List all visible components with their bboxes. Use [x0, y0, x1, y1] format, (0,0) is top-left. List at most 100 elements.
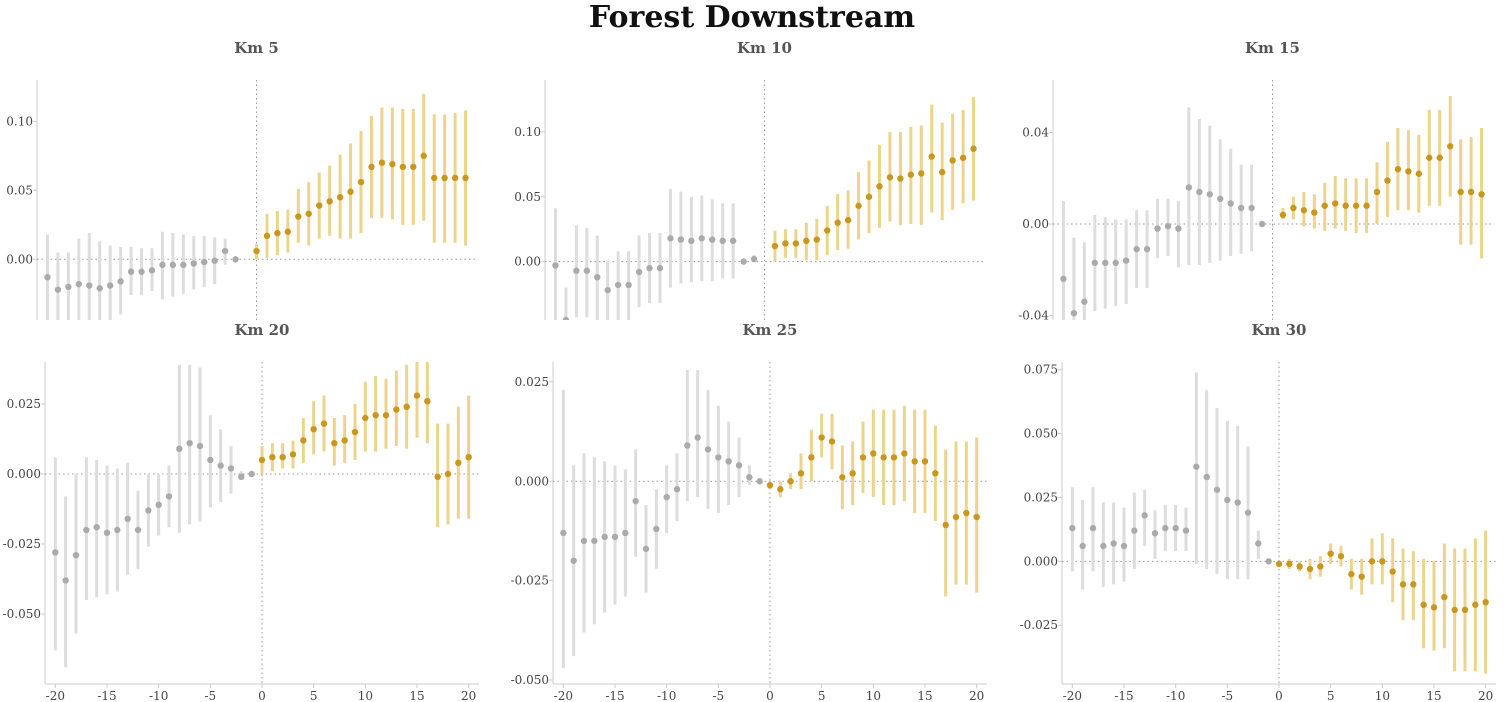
- point-estimate: [1162, 524, 1169, 532]
- x-tick-label: 20: [969, 689, 984, 702]
- point-estimate: [938, 168, 946, 176]
- point-estimate: [305, 210, 312, 217]
- point-estimate: [65, 283, 72, 291]
- point-estimate: [357, 178, 365, 186]
- point-estimate: [54, 286, 62, 293]
- point-estimate: [1275, 560, 1283, 568]
- point-estimate: [1410, 581, 1417, 588]
- point-estimate: [75, 280, 83, 288]
- point-estimate: [1081, 298, 1088, 305]
- data-layer: [52, 362, 472, 668]
- point-estimate: [138, 268, 145, 275]
- x-tick-label: -10: [657, 689, 676, 702]
- point-estimate: [238, 473, 245, 480]
- point-estimate: [750, 255, 758, 263]
- point-estimate: [1089, 524, 1097, 532]
- point-estimate: [96, 285, 103, 292]
- y-tick-label: 0.10: [6, 114, 33, 128]
- point-estimate: [362, 414, 369, 422]
- point-estimate: [1120, 542, 1128, 550]
- x-tick-label: 5: [1327, 689, 1335, 702]
- point-estimate: [1415, 170, 1423, 177]
- point-estimate: [1306, 565, 1314, 573]
- point-estimate: [1394, 165, 1402, 173]
- point-estimate: [1399, 581, 1407, 588]
- point-estimate: [1154, 225, 1161, 232]
- x-tick-label: 10: [866, 689, 881, 702]
- panel-km-5: Km 25 -0.050 -0.025 0.000 0.025 -20 -15 -10 -5 0 5…: [511, 321, 987, 702]
- point-estimate: [1217, 195, 1224, 203]
- x-tick-label: -5: [1221, 689, 1233, 702]
- y-tick-label: 0.05: [514, 190, 541, 204]
- point-estimate: [562, 316, 570, 320]
- point-estimate: [1070, 309, 1078, 317]
- point-estimate: [1112, 259, 1119, 267]
- point-estimate: [258, 456, 266, 464]
- point-estimate: [594, 273, 601, 281]
- point-estimate: [1373, 188, 1381, 196]
- point-estimate: [196, 442, 204, 450]
- point-estimate: [725, 458, 732, 465]
- x-tick-label: -5: [712, 689, 724, 702]
- point-estimate: [952, 513, 960, 521]
- point-estimate: [1265, 558, 1272, 565]
- point-estimate: [698, 235, 705, 242]
- point-estimate: [870, 450, 877, 457]
- point-estimate: [886, 174, 894, 181]
- y-tick-label: 0.025: [7, 397, 41, 411]
- data-layer: [44, 93, 469, 320]
- point-estimate: [1446, 143, 1454, 150]
- point-estimate: [656, 264, 664, 272]
- point-estimate: [1164, 223, 1172, 230]
- point-estimate: [1279, 211, 1287, 219]
- point-estimate: [248, 470, 255, 478]
- point-estimate: [970, 145, 977, 152]
- point-estimate: [907, 171, 915, 178]
- point-estimate: [766, 482, 774, 489]
- panel-km-4: Km 20 -0.050 -0.025 0.000 0.025 -20 -15 -10 -5 0 5…: [3, 321, 479, 702]
- point-estimate: [1405, 168, 1412, 175]
- point-estimate: [663, 493, 670, 501]
- point-estimate: [1172, 524, 1179, 532]
- y-tick-label: -0.025: [3, 537, 41, 551]
- point-estimate: [155, 501, 162, 508]
- point-estimate: [828, 438, 836, 445]
- point-estimate: [1234, 499, 1241, 506]
- y-tick-label: 0.000: [515, 474, 549, 488]
- point-estimate: [1133, 245, 1140, 253]
- point-estimate: [269, 454, 276, 461]
- point-estimate: [1363, 202, 1370, 209]
- point-estimate: [44, 274, 51, 281]
- data-layer: [560, 369, 980, 669]
- point-estimate: [190, 260, 197, 267]
- point-estimate: [653, 525, 660, 533]
- point-estimate: [1321, 202, 1328, 209]
- point-estimate: [792, 240, 800, 247]
- x-tick-label: 15: [409, 689, 424, 702]
- panel-title: Km 5: [234, 39, 279, 57]
- point-estimate: [704, 446, 712, 453]
- point-estimate: [1426, 154, 1433, 161]
- point-estimate: [632, 497, 639, 505]
- point-estimate: [897, 175, 904, 182]
- point-estimate: [963, 509, 970, 517]
- point-estimate: [289, 451, 297, 458]
- point-estimate: [709, 236, 716, 243]
- point-estimate: [413, 392, 421, 399]
- x-tick-label: -15: [605, 689, 624, 702]
- point-estimate: [839, 474, 846, 481]
- data-layer: [1069, 372, 1489, 674]
- point-estimate: [1122, 257, 1130, 264]
- point-estimate: [803, 237, 810, 245]
- point-estimate: [949, 157, 956, 164]
- x-tick-label: 10: [1375, 689, 1390, 702]
- point-estimate: [310, 426, 317, 433]
- x-tick-label: 20: [461, 689, 476, 702]
- point-estimate: [824, 227, 831, 234]
- point-estimate: [646, 264, 653, 272]
- point-estimate: [777, 486, 784, 493]
- point-estimate: [1227, 200, 1234, 207]
- point-estimate: [959, 154, 967, 162]
- point-estimate: [341, 437, 348, 444]
